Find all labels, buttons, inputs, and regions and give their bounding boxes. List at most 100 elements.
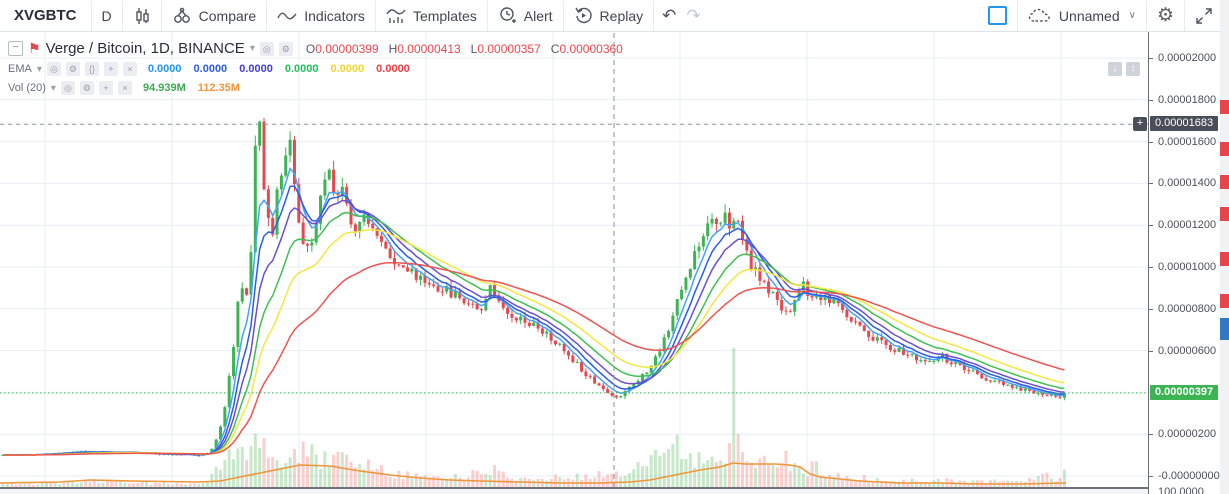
ema-line-5 <box>3 261 1065 456</box>
ema-line-4 <box>3 228 1065 456</box>
axis-tick-mark <box>1149 141 1153 143</box>
select-layout-button[interactable] <box>978 1 1017 31</box>
ema-label[interactable]: EMA <box>8 63 32 75</box>
open-value: 0.00000399 <box>315 41 379 56</box>
crosshair-price-label: 0.00001683 <box>1150 116 1219 132</box>
alert-button[interactable]: Alert <box>488 1 563 31</box>
ema-value-2: 0.0000 <box>239 63 273 75</box>
toolbar-separator <box>562 0 564 31</box>
compare-button[interactable]: Compare <box>162 1 267 31</box>
pane-divider[interactable] <box>0 487 1220 489</box>
replay-icon <box>574 6 593 25</box>
gear-icon[interactable]: ⚙ <box>79 81 94 95</box>
gear-icon[interactable]: ⚙ <box>65 62 80 76</box>
toolbar-separator <box>653 0 655 31</box>
eye-icon[interactable]: ◎ <box>60 81 75 95</box>
axis-tick-mark <box>1149 99 1153 101</box>
toolbar-separator <box>266 0 268 31</box>
add-icon[interactable]: + <box>98 81 113 95</box>
vol-value-0: 94.939M <box>142 82 186 94</box>
replay-button[interactable]: Replay <box>564 1 654 31</box>
ema-dropdown-icon[interactable]: ▾ <box>36 63 42 75</box>
flag-icon[interactable]: ⚑ <box>28 40 41 56</box>
replay-label: Replay <box>599 7 644 24</box>
scrollbar-red-mark <box>1220 207 1229 221</box>
single-chart-layout-icon <box>987 6 1007 25</box>
volume-series <box>1 347 1066 487</box>
compare-icon <box>172 7 192 25</box>
indicators-button[interactable]: Indicators <box>267 1 375 31</box>
toolbar-right-group: Unnamed ∨ ⚙ <box>978 0 1229 31</box>
auto-scale-button[interactable]: ↕ <box>1126 62 1140 76</box>
ohlc-values: O0.00000399 H0.00000413 L0.00000357 C0.0… <box>306 42 623 56</box>
scrollbar-red-mark <box>1220 294 1229 308</box>
indicators-icon <box>277 9 297 23</box>
add-icon[interactable]: + <box>103 62 118 76</box>
symbol-title[interactable]: Verge / Bitcoin, 1D, BINANCE <box>45 40 245 57</box>
last-price-label: 0.00000397 <box>1150 385 1219 401</box>
open-label: O <box>305 41 316 56</box>
scroll-down-button[interactable]: ↓ <box>1108 62 1122 76</box>
toolbar-separator <box>90 0 92 31</box>
axis-tick-label: 0.00002000 <box>1158 52 1217 64</box>
alert-label: Alert <box>523 7 553 24</box>
ema-value-1: 0.0000 <box>193 63 228 75</box>
close-icon[interactable]: × <box>117 81 132 95</box>
axis-tick-label: -0.00000000 <box>1158 470 1220 482</box>
save-layout-button[interactable]: Unnamed ∨ <box>1018 1 1146 31</box>
interval-button[interactable]: D <box>101 7 112 24</box>
volume-dropdown-icon[interactable]: ▾ <box>50 82 56 94</box>
axis-tick-label: 0.00000800 <box>1158 302 1217 315</box>
lower-pane-edge <box>0 489 1220 494</box>
eye-icon[interactable]: ◎ <box>46 62 61 76</box>
toolbar-separator <box>1145 0 1147 31</box>
undo-button[interactable]: ↶ <box>662 5 677 25</box>
toolbar-separator <box>121 0 123 31</box>
chevron-down-icon: ∨ <box>1128 10 1136 21</box>
low-value: 0.00000357 <box>477 41 541 56</box>
close-icon[interactable]: × <box>122 62 137 76</box>
settings-button[interactable]: ⚙ <box>1147 1 1184 31</box>
candlestick-series <box>1 117 1066 457</box>
gear-icon[interactable]: ⚙ <box>278 41 293 56</box>
collapse-pane-icon[interactable]: − <box>8 41 23 56</box>
volume-scale-label: 100.0000 <box>1158 486 1204 494</box>
chart-canvas[interactable]: − ⚑ Verge / Bitcoin, 1D, BINANCE ▾ ◎ ⚙ O… <box>0 31 1148 494</box>
symbol-dropdown-icon[interactable]: ▾ <box>249 43 255 54</box>
gridlines <box>0 31 1148 487</box>
candlestick-icon <box>133 7 151 25</box>
layout-name-label: Unnamed <box>1058 7 1120 24</box>
ema-line-0 <box>2 166 1065 456</box>
fullscreen-button[interactable] <box>1185 1 1229 31</box>
axis-tick-mark <box>1149 183 1153 185</box>
gear-icon: ⚙ <box>1156 5 1174 26</box>
toolbar-separator <box>1184 0 1185 31</box>
symbol-button[interactable]: XVGBTC <box>14 7 77 24</box>
scrollbar-blue-mark <box>1220 318 1229 340</box>
source-code-icon[interactable]: {} <box>84 62 99 76</box>
scrollbar-red-mark <box>1220 252 1229 266</box>
top-toolbar: XVGBTC D Compare <box>0 0 1229 32</box>
low-label: L <box>470 41 478 56</box>
ema-legend-row: EMA ▾ ◎ ⚙ {} + × 0.0000 0.0000 0.0000 0.000… <box>8 62 623 76</box>
templates-button[interactable]: Templates <box>376 1 487 31</box>
scrollbar[interactable] <box>1220 0 1229 494</box>
axis-tick-label: 0.00001400 <box>1158 177 1217 190</box>
add-alert-plus-button[interactable]: + <box>1133 117 1147 132</box>
volume-label[interactable]: Vol (20) <box>8 82 46 94</box>
compare-label: Compare <box>198 7 257 24</box>
price-axis[interactable]: 0.00002000 0.00001800 0.00001600 0.00001400… <box>1148 31 1221 494</box>
ema-value-3: 0.0000 <box>284 63 319 75</box>
eye-icon[interactable]: ◎ <box>259 41 274 56</box>
axis-tick-mark <box>1149 434 1153 436</box>
ema-line-3 <box>3 211 1065 456</box>
crosshair <box>0 33 1148 494</box>
volume-legend-row: Vol (20) ▾ ◎ ⚙ + × 94.939M 112.35M <box>8 81 623 95</box>
chart-style-button[interactable] <box>123 1 161 31</box>
volume-values: 94.939M 112.35M <box>143 82 240 94</box>
templates-label: Templates <box>412 7 477 24</box>
volume-ma-line <box>0 462 1067 485</box>
redo-button[interactable]: ↷ <box>686 5 701 25</box>
toolbar-separator <box>160 0 162 31</box>
